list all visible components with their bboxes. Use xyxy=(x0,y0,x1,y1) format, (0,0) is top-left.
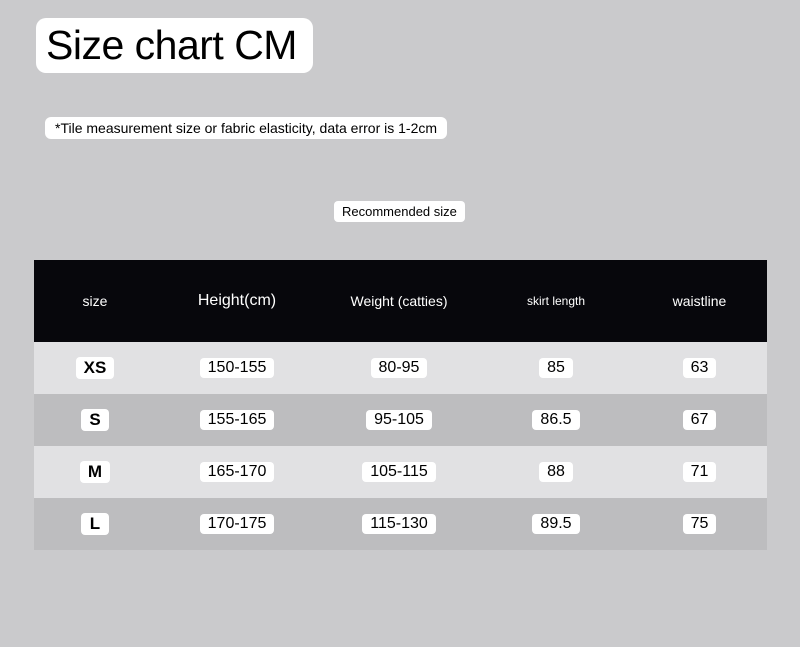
size-chart-table: size Height(cm) Weight (catties) skirt l… xyxy=(34,260,767,550)
cell-skirt: 89.5 xyxy=(480,514,632,534)
cell-waist: 75 xyxy=(632,514,767,534)
cell-weight: 115-130 xyxy=(318,514,480,534)
table-row: M 165-170 105-115 88 71 xyxy=(34,446,767,498)
disclaimer-note: *Tile measurement size or fabric elastic… xyxy=(45,117,447,139)
cell-skirt: 85 xyxy=(480,358,632,378)
cell-skirt: 88 xyxy=(480,462,632,482)
cell-height: 165-170 xyxy=(156,462,318,482)
recommended-size-label: Recommended size xyxy=(334,201,465,222)
cell-size: XS xyxy=(34,357,156,379)
col-header-waist: waistline xyxy=(632,293,767,309)
cell-weight: 95-105 xyxy=(318,410,480,430)
col-header-size: size xyxy=(34,293,156,309)
cell-size: L xyxy=(34,513,156,535)
cell-weight: 80-95 xyxy=(318,358,480,378)
cell-size: S xyxy=(34,409,156,431)
cell-height: 155-165 xyxy=(156,410,318,430)
table-row: XS 150-155 80-95 85 63 xyxy=(34,342,767,394)
cell-waist: 63 xyxy=(632,358,767,378)
table-body: XS 150-155 80-95 85 63 S 155-165 95-105 … xyxy=(34,342,767,550)
col-header-skirt: skirt length xyxy=(480,294,632,308)
cell-waist: 71 xyxy=(632,462,767,482)
cell-size: M xyxy=(34,461,156,483)
page-title: Size chart CM xyxy=(36,18,313,73)
cell-height: 150-155 xyxy=(156,358,318,378)
col-header-weight: Weight (catties) xyxy=(318,293,480,309)
table-header-row: size Height(cm) Weight (catties) skirt l… xyxy=(34,260,767,342)
cell-height: 170-175 xyxy=(156,514,318,534)
cell-waist: 67 xyxy=(632,410,767,430)
table-row: S 155-165 95-105 86.5 67 xyxy=(34,394,767,446)
cell-skirt: 86.5 xyxy=(480,410,632,430)
col-header-height: Height(cm) xyxy=(156,292,318,310)
cell-weight: 105-115 xyxy=(318,462,480,482)
table-row: L 170-175 115-130 89.5 75 xyxy=(34,498,767,550)
